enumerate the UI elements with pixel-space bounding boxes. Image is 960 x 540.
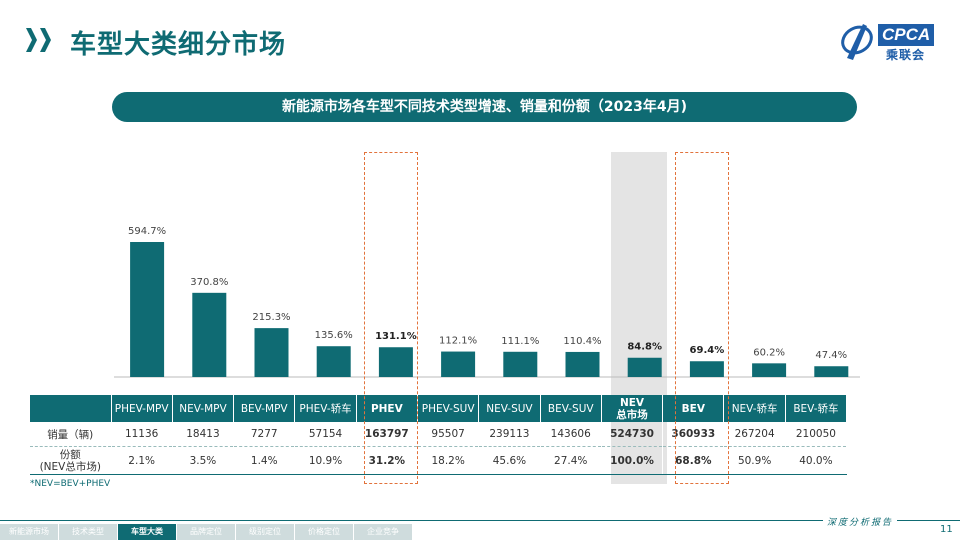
column-header: NEV-MPV bbox=[172, 395, 235, 422]
bar bbox=[316, 346, 351, 377]
nav-tab[interactable]: 级别定位 bbox=[236, 524, 295, 540]
data-label: 60.2% bbox=[753, 347, 785, 358]
table-cell: 2.1% bbox=[111, 446, 173, 475]
column-header: PHEV-MPV bbox=[111, 395, 173, 422]
table-cell: 31.2% bbox=[356, 446, 418, 475]
table-cell: 267204 bbox=[723, 422, 786, 447]
table-cell: 3.5% bbox=[172, 446, 235, 475]
table-cell: 1.4% bbox=[233, 446, 296, 475]
column-header: BEV-SUV bbox=[540, 395, 602, 422]
chevron-right-icon bbox=[40, 28, 51, 52]
column-header: PHEV bbox=[356, 395, 418, 422]
table-row: 份额 (NEV总市场) 2.1% 3.5% 1.4% 10.9% 31.2% 18.2% 45.… bbox=[30, 446, 848, 475]
column-header: NEV-SUV bbox=[478, 395, 541, 422]
table-cell: 143606 bbox=[540, 422, 602, 447]
nav-tab[interactable]: 企业竞争 bbox=[354, 524, 413, 540]
chevron-right-icon bbox=[26, 28, 37, 52]
row-label: 份额 (NEV总市场) bbox=[30, 446, 112, 475]
table-cell: 10.9% bbox=[294, 446, 357, 475]
logo-text: CPCA bbox=[878, 24, 935, 46]
table-cell: 163797 bbox=[356, 422, 418, 447]
bar bbox=[130, 242, 165, 377]
data-label: 112.1% bbox=[439, 336, 477, 347]
chart-title-banner: 新能源市场各车型不同技术类型增速、销量和份额（2023年4月) bbox=[112, 92, 857, 122]
highlight-box-bev bbox=[675, 152, 729, 484]
logo-subtitle: 乘联会 bbox=[886, 48, 926, 62]
page-title: 车型大类细分市场 bbox=[70, 30, 287, 60]
bar bbox=[254, 328, 289, 377]
page-number: 11 bbox=[940, 524, 953, 535]
table-cell: 40.0% bbox=[785, 446, 848, 475]
bar bbox=[192, 292, 227, 377]
column-header: BEV bbox=[662, 395, 725, 422]
section-nav: 新能源市场 技术类型 车型大类 品牌定位 级别定位 价格定位 企业竞争 bbox=[0, 524, 413, 540]
data-label: 215.3% bbox=[252, 312, 290, 323]
data-label: 111.1% bbox=[501, 336, 539, 347]
data-label: 47.4% bbox=[815, 350, 847, 361]
column-header: PHEV-轿车 bbox=[294, 395, 357, 422]
nav-tab[interactable]: 车型大类 bbox=[118, 524, 177, 540]
nav-tab[interactable]: 技术类型 bbox=[59, 524, 118, 540]
data-label: 110.4% bbox=[563, 336, 601, 347]
footer-divider bbox=[0, 520, 960, 521]
data-label: 594.7% bbox=[128, 226, 166, 237]
table-cell: 7277 bbox=[233, 422, 296, 447]
table-corner-cell bbox=[30, 395, 112, 422]
table-header-row: PHEV-MPV NEV-MPV BEV-MPV PHEV-轿车 PHEV PHEV-SU… bbox=[30, 395, 848, 422]
bar bbox=[441, 351, 476, 377]
table-cell: 95507 bbox=[417, 422, 480, 447]
table-cell: 524730 bbox=[601, 422, 664, 447]
table-cell: 239113 bbox=[478, 422, 541, 447]
nav-tab[interactable]: 价格定位 bbox=[295, 524, 354, 540]
nav-tab[interactable]: 新能源市场 bbox=[0, 524, 59, 540]
report-label: 深度分析报告 bbox=[823, 515, 898, 528]
data-label: 370.8% bbox=[190, 277, 228, 288]
bar bbox=[565, 351, 600, 377]
table-cell: 57154 bbox=[294, 422, 357, 447]
table-cell: 45.6% bbox=[478, 446, 541, 475]
table-cell: 360933 bbox=[662, 422, 725, 447]
table-cell: 210050 bbox=[785, 422, 848, 447]
bar bbox=[503, 351, 538, 377]
table-cell: 18.2% bbox=[417, 446, 480, 475]
footnote: *NEV=BEV+PHEV bbox=[30, 479, 111, 489]
cpca-logo-icon bbox=[841, 24, 873, 60]
table-cell: 50.9% bbox=[723, 446, 786, 475]
data-label: 135.6% bbox=[315, 330, 353, 341]
bar bbox=[752, 363, 787, 377]
column-header: PHEV-SUV bbox=[417, 395, 480, 422]
table-cell: 11136 bbox=[111, 422, 173, 447]
header: 车型大类细分市场 CPCA 乘联会 bbox=[0, 0, 960, 72]
column-header: NEV-轿车 bbox=[723, 395, 786, 422]
column-header: BEV-轿车 bbox=[785, 395, 848, 422]
table-cell: 27.4% bbox=[540, 446, 602, 475]
column-header: NEV 总市场 bbox=[601, 395, 664, 422]
table-cell: 68.8% bbox=[662, 446, 725, 475]
column-header: BEV-MPV bbox=[233, 395, 296, 422]
highlight-box-phev bbox=[364, 152, 418, 484]
table-cell: 100.0% bbox=[601, 446, 664, 475]
row-label: 销量（辆) bbox=[30, 422, 112, 447]
table-cell: 18413 bbox=[172, 422, 235, 447]
table-row: 销量（辆) 11136 18413 7277 57154 163797 95507 23911… bbox=[30, 422, 848, 447]
bar bbox=[814, 366, 849, 377]
nav-tab[interactable]: 品牌定位 bbox=[177, 524, 236, 540]
data-table: PHEV-MPV NEV-MPV BEV-MPV PHEV-轿车 PHEV PHEV-SU… bbox=[30, 395, 848, 475]
